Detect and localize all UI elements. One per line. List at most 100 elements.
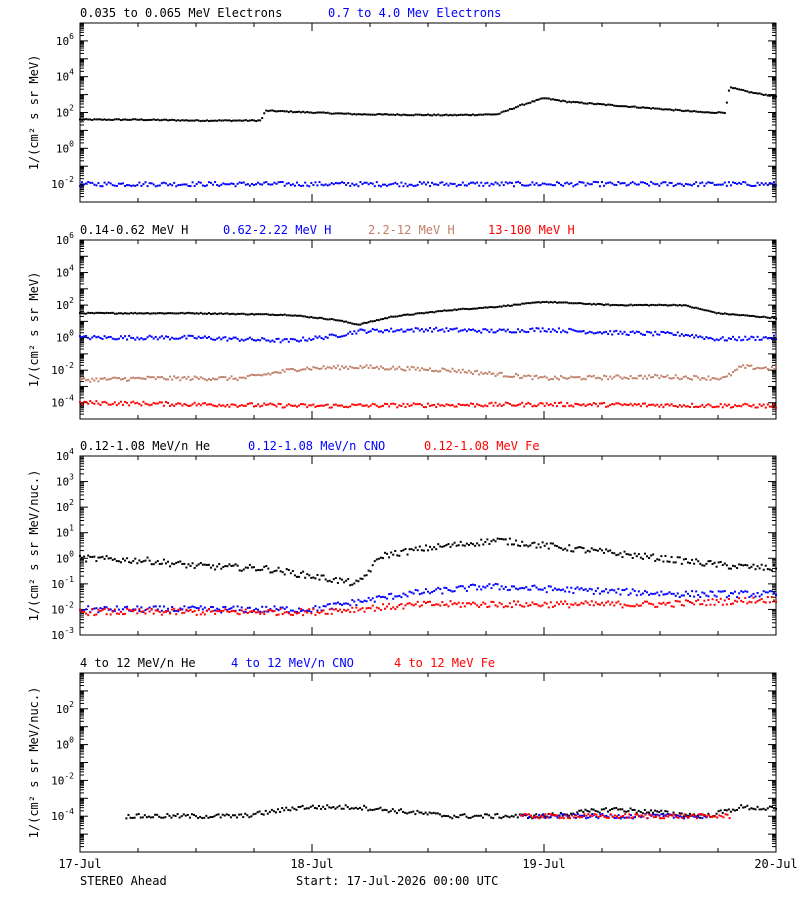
data-point: [302, 609, 305, 612]
data-point: [230, 312, 233, 315]
data-point: [545, 330, 548, 333]
data-point: [396, 182, 399, 185]
data-point: [427, 590, 429, 593]
data-point: [461, 329, 464, 332]
data-point: [117, 377, 120, 380]
data-point: [434, 812, 437, 815]
data-point: [482, 543, 485, 546]
data-point: [130, 376, 133, 379]
data-point: [527, 102, 530, 105]
data-point: [748, 337, 751, 340]
data-point: [140, 118, 143, 121]
data-point: [287, 403, 290, 406]
data-point: [664, 332, 667, 335]
data-point: [316, 367, 319, 370]
data-point: [715, 183, 718, 186]
data-point: [686, 304, 689, 307]
data-point: [226, 183, 229, 186]
data-point: [214, 404, 217, 407]
data-point: [459, 540, 462, 543]
data-point: [422, 181, 425, 184]
data-point: [635, 377, 638, 380]
data-point: [126, 312, 129, 315]
data-point: [650, 107, 653, 110]
data-point: [652, 182, 655, 185]
data-point: [242, 312, 245, 315]
data-point: [633, 377, 636, 380]
data-point: [410, 404, 413, 407]
data-point: [469, 307, 472, 310]
data-point: [304, 339, 307, 342]
y-tick-label: 103: [56, 473, 74, 489]
data-point: [592, 103, 595, 106]
data-point: [269, 608, 272, 611]
data-point: [197, 609, 200, 612]
data-point: [717, 810, 720, 813]
data-point: [332, 183, 335, 186]
data-point: [328, 579, 331, 582]
data-point: [576, 811, 579, 814]
data-point: [551, 328, 554, 331]
data-point: [680, 333, 683, 336]
data-point: [523, 544, 526, 547]
data-point: [420, 811, 423, 814]
data-point: [535, 99, 538, 102]
data-point: [281, 339, 284, 342]
data-point: [693, 182, 696, 185]
data-point: [531, 601, 534, 604]
data-point: [488, 543, 491, 546]
data-point: [322, 365, 325, 368]
data-point: [766, 184, 769, 187]
data-point: [727, 567, 730, 570]
data-point: [449, 328, 452, 331]
data-point: [701, 564, 704, 567]
data-point: [433, 183, 436, 186]
data-point: [134, 377, 137, 380]
data-point: [357, 367, 360, 370]
data-point: [725, 564, 728, 567]
data-point: [302, 614, 305, 617]
data-point: [181, 612, 184, 615]
data-point: [371, 597, 374, 600]
data-point: [173, 337, 176, 340]
panel-frame: [79, 672, 777, 853]
data-point: [318, 181, 321, 184]
data-point: [416, 589, 419, 592]
data-point: [441, 328, 444, 331]
data-point: [193, 813, 196, 816]
data-point: [250, 373, 253, 376]
data-point: [144, 378, 147, 381]
data-point: [445, 403, 448, 406]
data-point: [613, 552, 616, 555]
data-point: [185, 608, 188, 611]
data-point: [285, 314, 288, 317]
data-point: [214, 378, 217, 381]
data-point: [115, 118, 118, 121]
data-point: [772, 368, 775, 371]
data-point: [388, 602, 391, 605]
data-point: [277, 609, 280, 612]
data-point: [574, 376, 577, 379]
data-point: [576, 302, 579, 305]
data-point: [555, 181, 558, 184]
data-point: [349, 405, 352, 408]
data-point: [185, 566, 188, 569]
data-point: [748, 808, 751, 811]
data-point: [707, 595, 710, 598]
data-point: [318, 316, 321, 319]
data-point: [93, 334, 96, 337]
data-point: [587, 816, 590, 819]
data-point: [488, 330, 491, 333]
data-point: [177, 376, 180, 379]
data-point: [135, 813, 138, 816]
data-point: [768, 317, 771, 320]
data-point: [154, 335, 157, 338]
data-point: [107, 118, 110, 121]
data-point: [371, 320, 374, 323]
data-point: [111, 558, 114, 561]
data-point: [195, 613, 198, 616]
data-point: [431, 369, 434, 372]
data-point: [119, 119, 122, 122]
data-point: [578, 180, 581, 183]
data-point: [392, 330, 395, 333]
